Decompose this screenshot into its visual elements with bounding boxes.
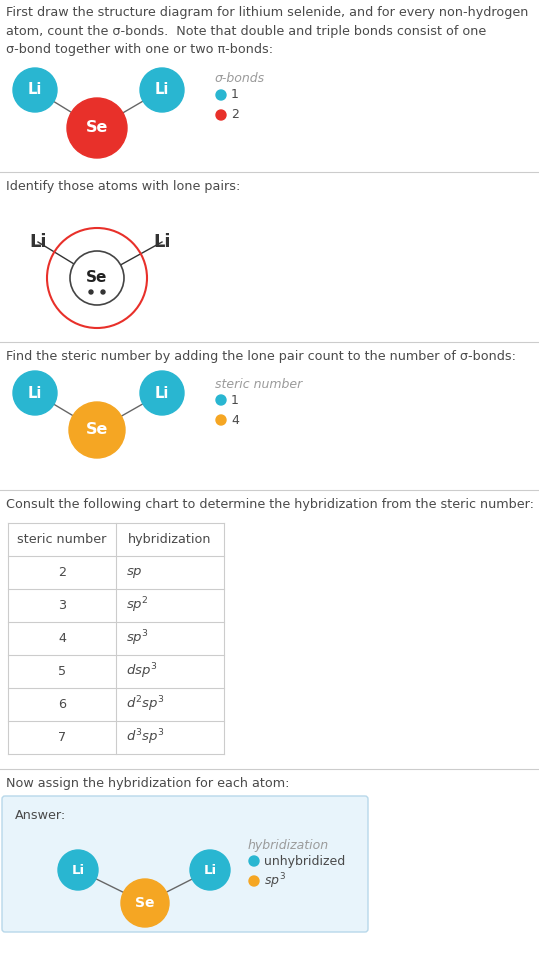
Text: Li: Li (72, 864, 85, 876)
Text: $sp$: $sp$ (126, 565, 143, 580)
Text: Li: Li (28, 386, 42, 400)
Text: First draw the structure diagram for lithium selenide, and for every non-hydroge: First draw the structure diagram for lit… (6, 6, 528, 56)
Circle shape (216, 395, 226, 405)
Text: $d^3sp^3$: $d^3sp^3$ (126, 728, 164, 748)
Circle shape (13, 371, 57, 415)
Text: 2: 2 (58, 566, 66, 579)
Circle shape (216, 90, 226, 100)
Text: Li: Li (155, 386, 169, 400)
Circle shape (140, 371, 184, 415)
Text: unhybridized: unhybridized (264, 855, 345, 868)
Text: steric number: steric number (215, 378, 302, 391)
Circle shape (249, 856, 259, 866)
Text: 6: 6 (58, 698, 66, 711)
Text: Se: Se (86, 120, 108, 136)
Text: Li: Li (29, 233, 47, 251)
Circle shape (216, 110, 226, 120)
Text: Li: Li (155, 83, 169, 98)
Circle shape (190, 850, 230, 890)
Text: Consult the following chart to determine the hybridization from the steric numbe: Consult the following chart to determine… (6, 498, 534, 511)
Text: 4: 4 (231, 414, 239, 427)
Text: $d^2sp^3$: $d^2sp^3$ (126, 695, 164, 714)
Text: steric number: steric number (17, 533, 107, 546)
Text: Se: Se (135, 896, 155, 910)
Text: Li: Li (153, 233, 171, 251)
Circle shape (101, 290, 105, 294)
Circle shape (216, 415, 226, 425)
Text: 5: 5 (58, 665, 66, 678)
Text: 4: 4 (58, 632, 66, 645)
Circle shape (121, 879, 169, 927)
Text: Se: Se (86, 270, 108, 286)
Text: $sp^3$: $sp^3$ (264, 872, 286, 891)
Text: Answer:: Answer: (15, 809, 66, 822)
Circle shape (89, 290, 93, 294)
Text: 2: 2 (231, 108, 239, 121)
Text: Li: Li (28, 83, 42, 98)
Text: Li: Li (203, 864, 217, 876)
Circle shape (58, 850, 98, 890)
Circle shape (140, 68, 184, 112)
Text: Se: Se (86, 423, 108, 437)
Circle shape (67, 98, 127, 158)
Text: 1: 1 (231, 393, 239, 406)
Text: Now assign the hybridization for each atom:: Now assign the hybridization for each at… (6, 777, 289, 790)
Text: hybridization: hybridization (248, 839, 329, 852)
Text: Identify those atoms with lone pairs:: Identify those atoms with lone pairs: (6, 180, 240, 193)
Text: $sp^2$: $sp^2$ (126, 595, 149, 615)
Circle shape (13, 68, 57, 112)
Text: $sp^3$: $sp^3$ (126, 629, 149, 648)
Circle shape (69, 402, 125, 458)
Text: hybridization: hybridization (128, 533, 212, 546)
Text: 1: 1 (231, 89, 239, 102)
Text: 7: 7 (58, 731, 66, 744)
Circle shape (249, 876, 259, 886)
Circle shape (70, 251, 124, 305)
Text: σ-bonds: σ-bonds (215, 72, 265, 85)
Text: Find the steric number by adding the lone pair count to the number of σ-bonds:: Find the steric number by adding the lon… (6, 350, 516, 363)
Text: $dsp^3$: $dsp^3$ (126, 662, 157, 681)
Text: 3: 3 (58, 599, 66, 612)
FancyBboxPatch shape (2, 796, 368, 932)
